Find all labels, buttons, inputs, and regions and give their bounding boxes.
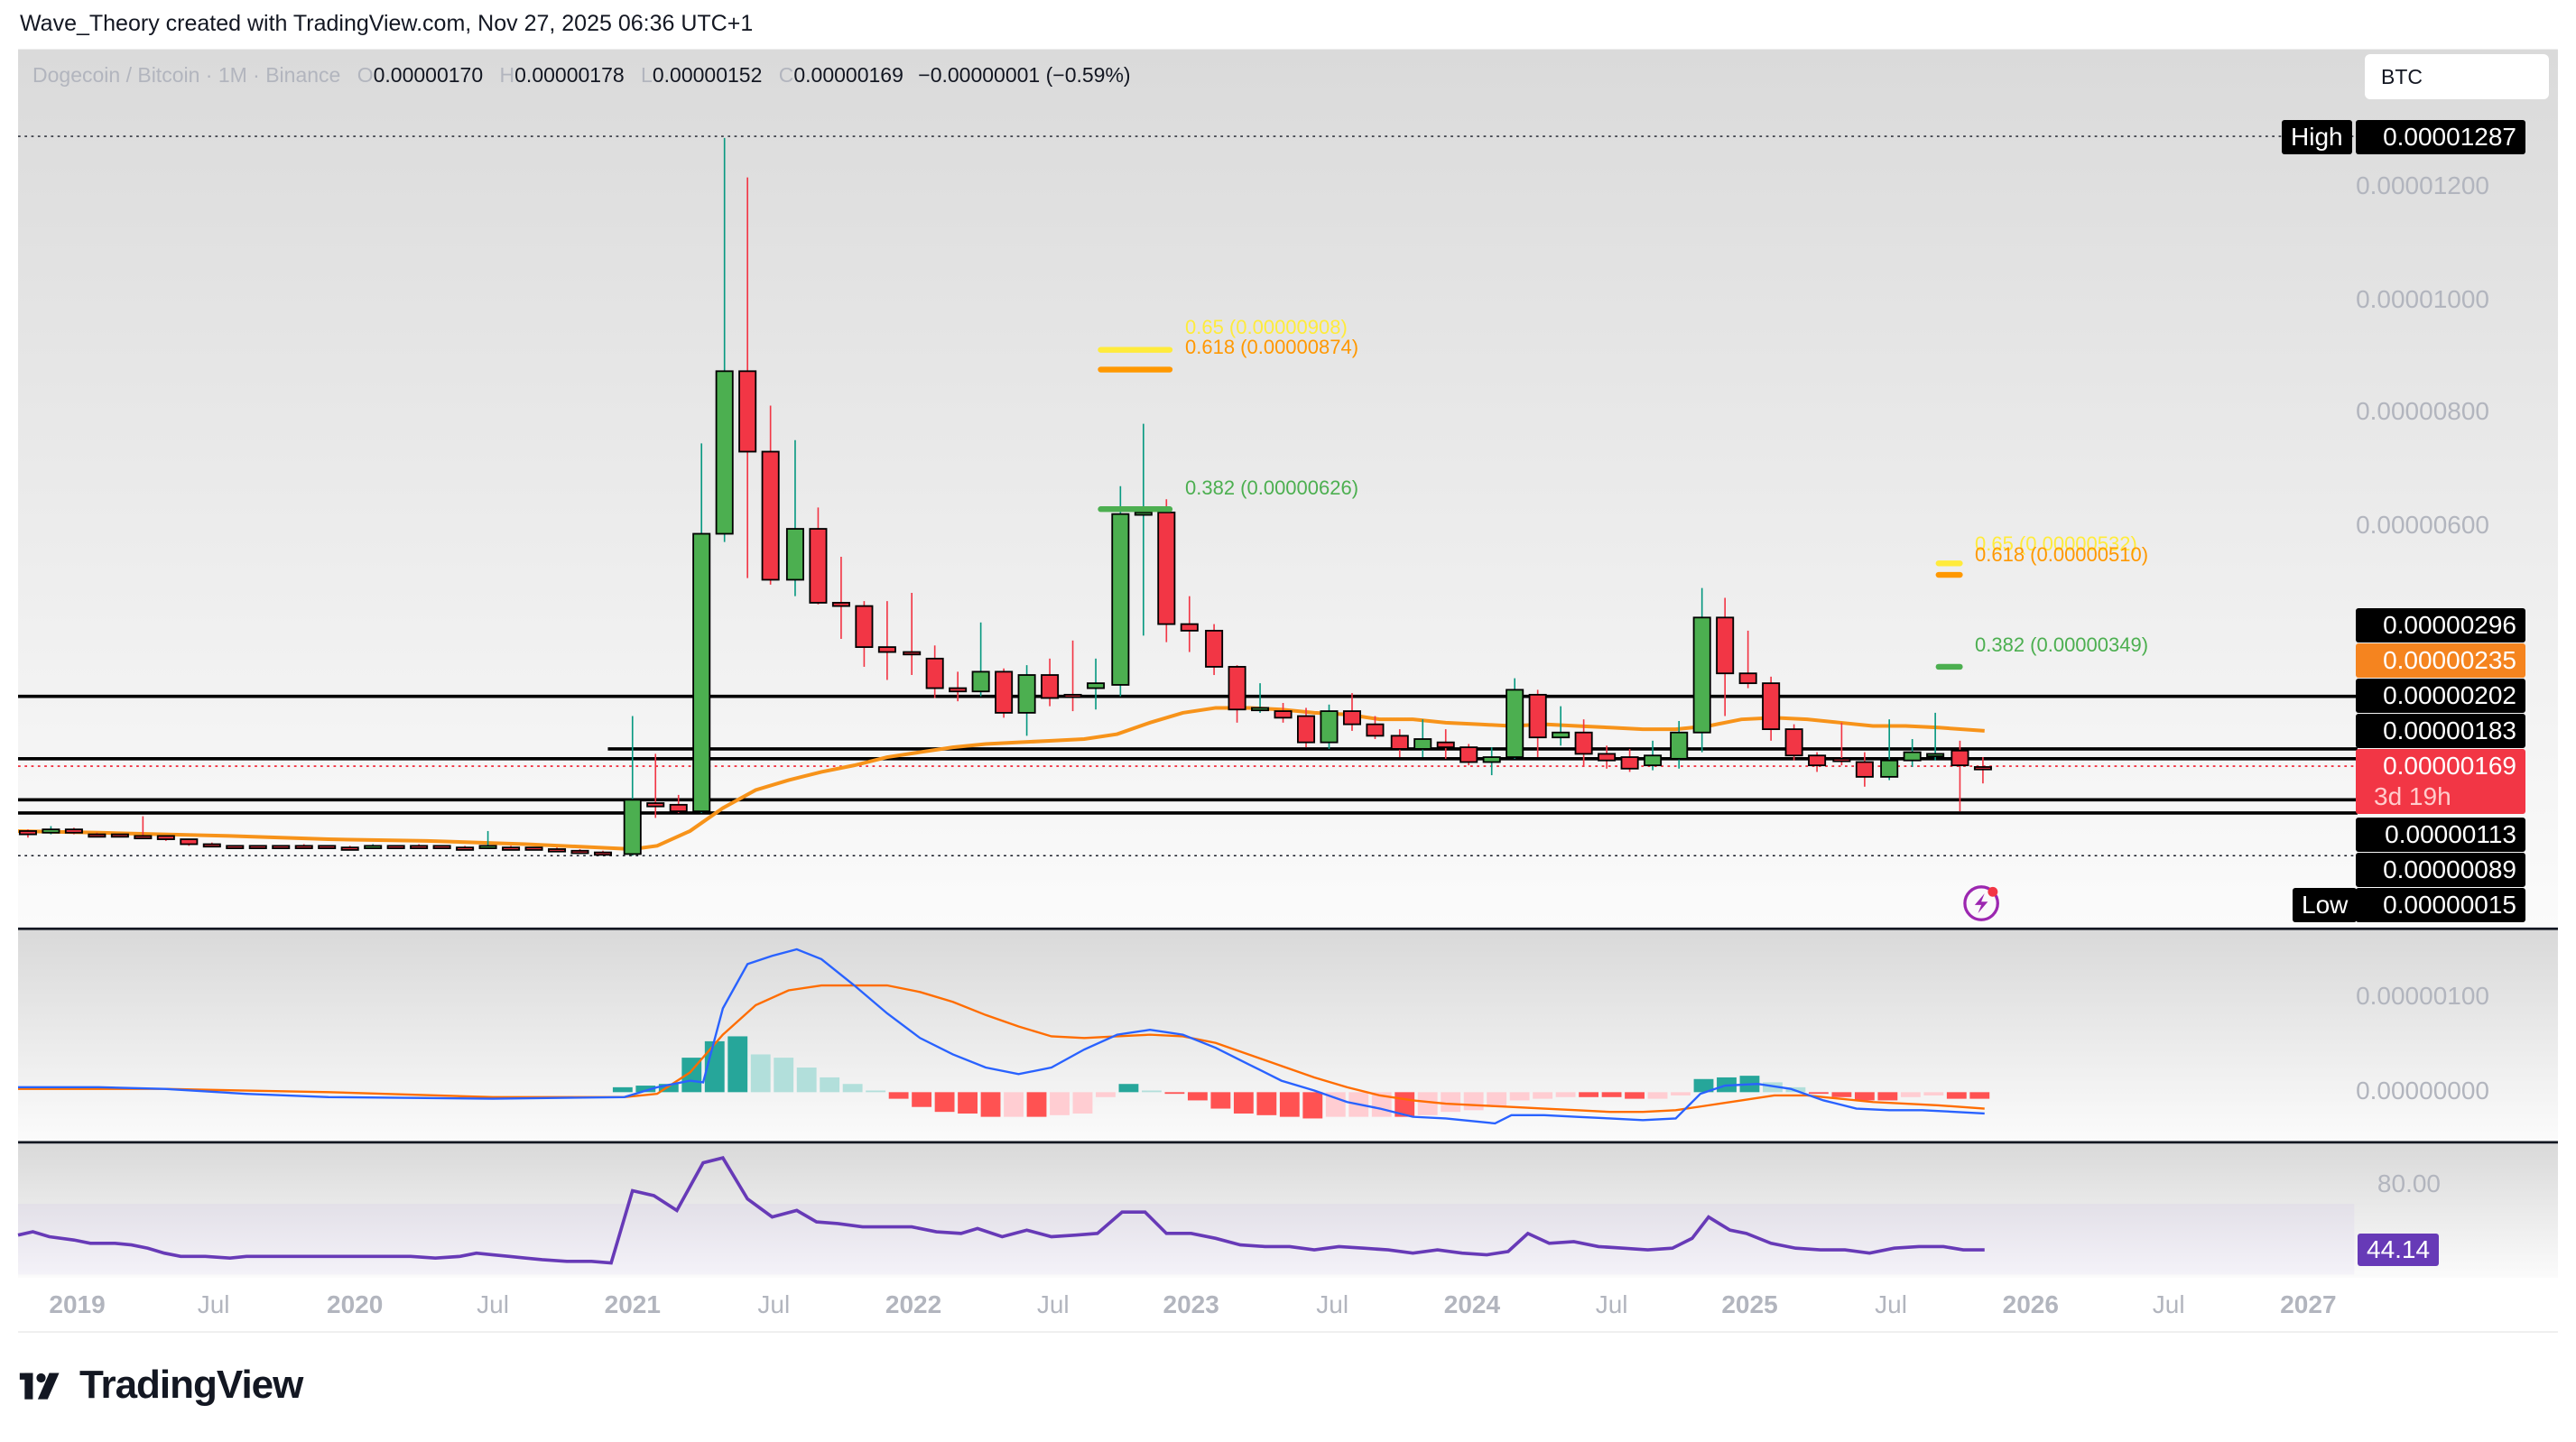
time-label: 2024 <box>1443 1290 1501 1318</box>
time-label: Jul <box>2152 1290 2185 1318</box>
macd-histogram <box>612 1036 1990 1119</box>
macd-tick: 0.00000100 <box>2356 982 2489 1010</box>
rsi-line <box>17 1156 1985 1265</box>
time-label: Jul <box>1595 1290 1628 1318</box>
rsi-tick: 80.00 <box>2377 1169 2441 1197</box>
macd-signal-line <box>18 984 1985 1114</box>
macd-line <box>18 947 1985 1125</box>
tradingview-logo-icon <box>19 1373 60 1400</box>
brand-name: TradingView <box>79 1363 303 1407</box>
symbol-legend: Dogecoin / Bitcoin · 1M · Binance O0.000… <box>32 63 1131 87</box>
low-value-tag: 0.00000015 <box>2356 888 2525 922</box>
time-label: 2027 <box>2280 1290 2337 1318</box>
rsi-band <box>18 1204 2355 1275</box>
time-label: 2026 <box>2002 1290 2059 1318</box>
fib-label-0382: 0.382 (0.00000626) <box>1185 476 1359 499</box>
time-label: 2023 <box>1163 1290 1219 1318</box>
fib-label-0618: 0.618 (0.00000874) <box>1185 336 1359 358</box>
rsi-value-tag: 44.14 <box>2358 1234 2440 1266</box>
price-tick: 0.00001200 <box>2356 171 2489 199</box>
time-label: 2021 <box>604 1290 661 1318</box>
level-tag: 0.00000296 <box>2356 608 2525 642</box>
time-label: 2019 <box>49 1290 106 1318</box>
symbol-name[interactable]: Dogecoin / Bitcoin · 1M · Binance <box>32 63 341 87</box>
change-value: −0.00000001 (−0.59%) <box>918 63 1131 87</box>
tradingview-logo: TradingView <box>20 1363 303 1408</box>
lightning-alert-icon[interactable] <box>1963 885 1999 921</box>
low-label: Low <box>2293 888 2358 922</box>
time-label: Jul <box>477 1290 509 1318</box>
fib-levels-2021[interactable] <box>1098 347 1173 513</box>
main-pane <box>18 49 2558 929</box>
time-label: 2020 <box>327 1290 384 1318</box>
time-label: Jul <box>1875 1290 1907 1318</box>
chart-attribution: Wave_Theory created with TradingView.com… <box>20 11 754 36</box>
time-label: 2022 <box>885 1290 942 1318</box>
high-value-tag: 0.00001287 <box>2356 120 2525 154</box>
fib-label-0382: 0.382 (0.00000349) <box>1975 633 2149 656</box>
current-price-tag: 0.00000169 3d 19h <box>2356 749 2525 814</box>
level-tag: 0.00000202 <box>2356 679 2525 713</box>
level-tag: 0.00000113 <box>2356 818 2525 852</box>
candlestick-series[interactable] <box>18 137 1992 856</box>
fib-label-0618: 0.618 (0.00000510) <box>1975 543 2149 566</box>
ma-value-tag: 0.00000235 <box>2356 643 2525 678</box>
candle-countdown: 3d 19h <box>2374 782 2451 810</box>
price-tick: 0.00000800 <box>2356 397 2489 425</box>
time-label: Jul <box>1036 1290 1070 1318</box>
time-label: Jul <box>197 1290 230 1318</box>
low-value: 0.00000152 <box>652 63 763 87</box>
close-value: 0.00000169 <box>793 63 903 87</box>
open-value: 0.00000170 <box>373 63 484 87</box>
price-tick: 0.00000600 <box>2356 511 2489 539</box>
level-tag: 0.00000183 <box>2356 714 2525 748</box>
high-value: 0.00000178 <box>514 63 625 87</box>
macd-tick: 0.00000000 <box>2356 1077 2489 1105</box>
time-label: Jul <box>1316 1290 1349 1318</box>
time-label: Jul <box>757 1290 791 1318</box>
level-tag: 0.00000089 <box>2356 853 2525 887</box>
high-label: High <box>2282 120 2352 154</box>
fib-levels-2025[interactable] <box>1935 560 1963 670</box>
currency-selector[interactable]: BTC <box>2365 54 2549 99</box>
time-axis <box>18 1277 2558 1333</box>
fib-label-065: 0.65 (0.00000908) <box>1185 316 1348 338</box>
time-label: 2025 <box>1721 1290 1778 1318</box>
price-tick: 0.00001000 <box>2356 285 2489 313</box>
fib-label-065: 0.65 (0.00000532) <box>1975 532 2137 555</box>
